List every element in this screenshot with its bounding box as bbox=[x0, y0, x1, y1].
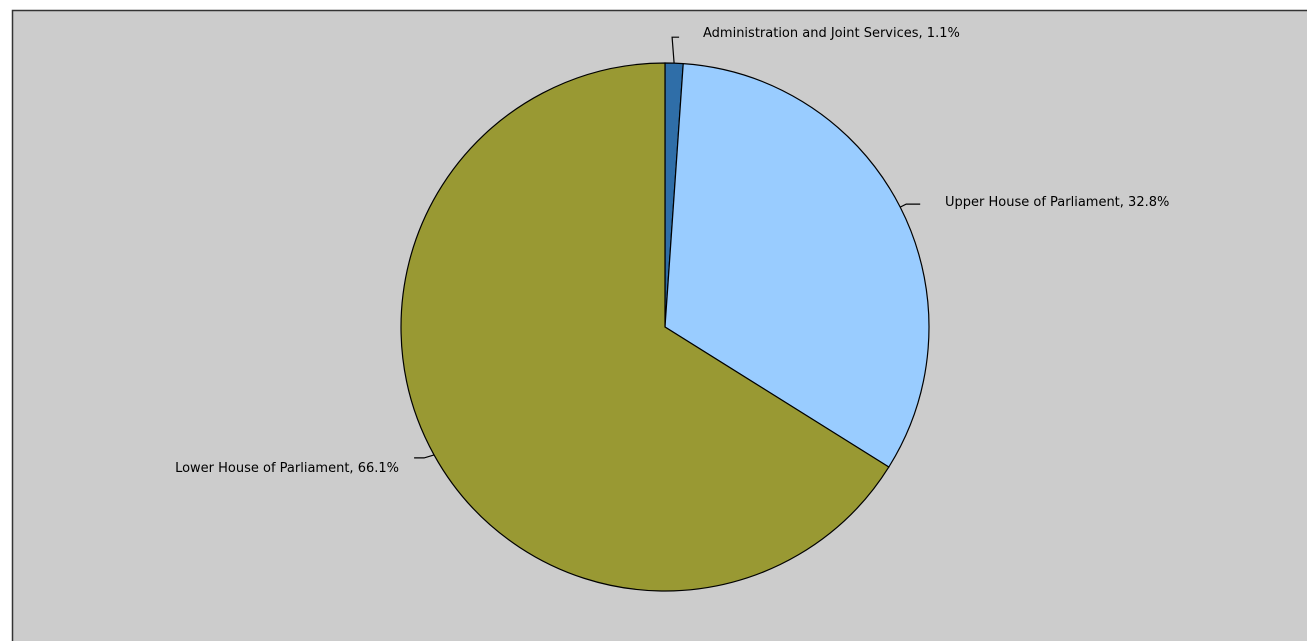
pie-slice-lower-house-of-parliament bbox=[400, 62, 890, 592]
leader-line-lower-house-of-parliament bbox=[414, 454, 435, 459]
pie-slices bbox=[400, 62, 930, 592]
slice-label-administration-and-joint-services: Administration and Joint Services, 1.1% bbox=[703, 26, 960, 41]
slice-labels: Administration and Joint Services, 1.1% … bbox=[175, 26, 1169, 476]
leader-line-administration-and-joint-services bbox=[671, 36, 680, 64]
slice-label-upper-house-of-parliament: Upper House of Parliament, 32.8% bbox=[945, 195, 1169, 210]
slice-label-lower-house-of-parliament: Lower House of Parliament, 66.1% bbox=[175, 461, 399, 476]
label-leaders bbox=[414, 36, 921, 459]
leader-line-upper-house-of-parliament bbox=[899, 203, 921, 208]
pie-slice-upper-house-of-parliament bbox=[664, 62, 930, 468]
